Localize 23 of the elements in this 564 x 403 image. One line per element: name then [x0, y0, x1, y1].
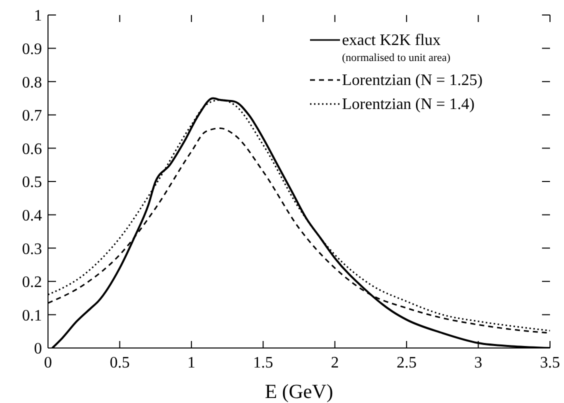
- x-tick-label: 1.5: [253, 354, 274, 372]
- y-tick-label: 0.6: [22, 140, 42, 158]
- x-tick-label: 3.5: [540, 354, 560, 372]
- y-tick-label: 0: [34, 340, 42, 358]
- y-tick-label: 0.4: [22, 207, 42, 224]
- y-tick-label: 0.1: [22, 307, 42, 324]
- legend-label: Lorentzian (N = 1.4): [342, 96, 475, 113]
- x-tick-label: 3: [474, 354, 482, 372]
- y-tick-label: 0.5: [22, 174, 42, 192]
- legend-label: exact K2K flux: [342, 32, 441, 49]
- x-tick-label: 0.5: [110, 354, 130, 372]
- y-tick-label: 0.2: [22, 274, 42, 292]
- y-tick-label: 0.9: [22, 40, 42, 58]
- y-tick-label: 0.3: [22, 240, 42, 258]
- legend-label: Lorentzian (N = 1.25): [342, 72, 483, 89]
- y-tick-label: 1: [34, 8, 42, 25]
- y-tick-label: 0.7: [22, 108, 42, 125]
- annotation: (normalised to unit area): [342, 52, 451, 64]
- x-axis-title: E (GeV): [264, 381, 334, 403]
- x-tick-label: 2.5: [396, 354, 417, 372]
- y-tick-label: 0.8: [22, 74, 42, 92]
- x-tick-label: 1: [187, 354, 196, 372]
- x-tick-label: 2: [330, 354, 339, 372]
